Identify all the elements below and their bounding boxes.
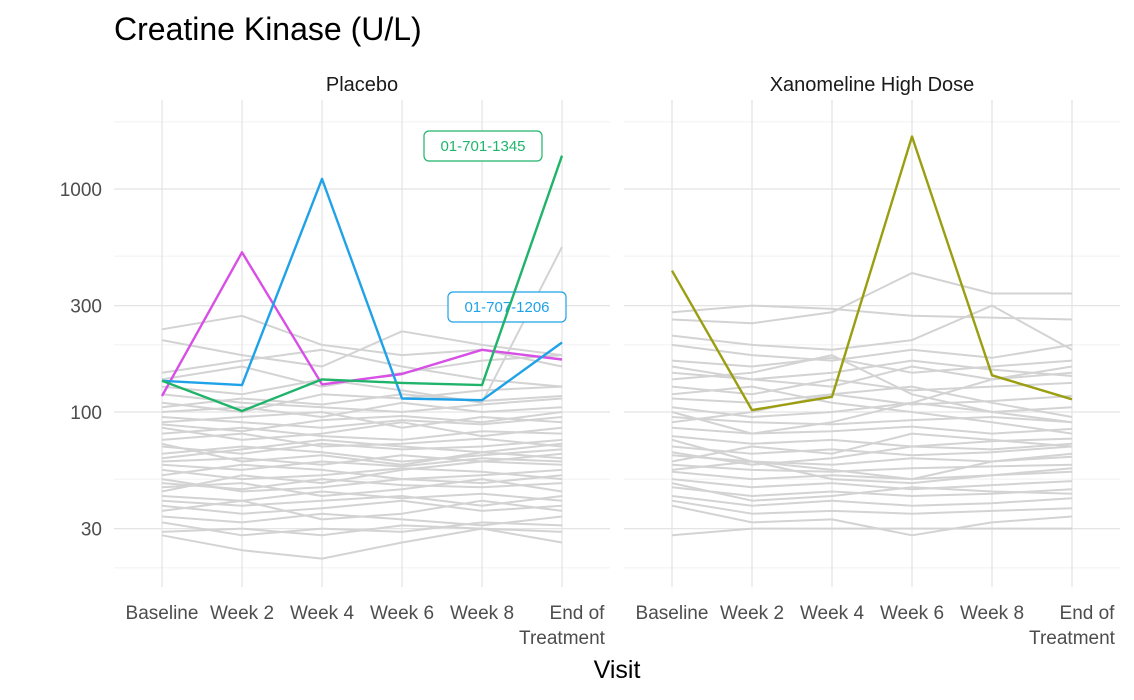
panel-1: Xanomeline High Dose Baseline Week 2 Week 4…	[624, 74, 1120, 649]
background-series-line	[671, 486, 1073, 497]
x-axis-label: Visit	[594, 656, 641, 684]
panel-title: Xanomeline High Dose	[770, 74, 975, 96]
background-series-line	[671, 378, 1073, 396]
background-series-line	[161, 499, 563, 521]
background-series-line	[161, 438, 563, 460]
background-series-line	[161, 474, 563, 493]
background-series-line	[161, 452, 563, 493]
background-series-line	[161, 521, 563, 537]
background-series-line	[161, 463, 563, 481]
background-series-line	[671, 359, 1073, 381]
series-label-box	[423, 130, 543, 162]
background-series-line	[161, 490, 563, 502]
background-series-line	[161, 401, 563, 418]
background-series-line	[671, 393, 1073, 406]
x-tick-label: Week 8	[450, 603, 514, 624]
x-tick-label: Week 2	[720, 603, 784, 624]
background-series-line	[671, 482, 1073, 502]
background-series-line	[161, 416, 563, 429]
background-series-line	[161, 445, 563, 463]
background-series-line	[671, 438, 1073, 481]
highlight-series-line	[160, 251, 563, 397]
background-series-line	[161, 478, 563, 491]
series-label: 01-701-1345	[423, 130, 543, 162]
x-tick-label: Week 8	[960, 603, 1024, 624]
series-label-text: 01-701-1345	[440, 138, 525, 155]
y-tick-label: 300	[70, 297, 102, 318]
y-tick-label: 1000	[60, 180, 102, 201]
background-series-line	[161, 495, 563, 507]
x-tick-label: End of Treatment	[1029, 603, 1116, 649]
background-series-line	[161, 457, 563, 471]
y-tick-label: 100	[70, 403, 102, 424]
background-series-line	[161, 330, 563, 368]
background-series-line	[671, 527, 1072, 537]
panel-title: Placebo	[326, 74, 398, 96]
y-tick-label: 30	[81, 520, 102, 541]
chart-title: Creatine Kinase (U/L)	[114, 11, 422, 47]
series-label: 01-707-1206	[447, 291, 567, 323]
background-series-line	[671, 304, 1073, 351]
background-series-line	[161, 426, 563, 441]
background-series-line	[161, 348, 563, 388]
background-series-line	[671, 499, 1073, 515]
background-series-line	[671, 365, 1073, 435]
x-tick-label: Week 6	[880, 603, 944, 624]
x-tick-label: Week 2	[210, 603, 274, 624]
background-series-line	[161, 246, 563, 404]
x-tick-label: Baseline	[126, 603, 199, 624]
series-label-box	[447, 291, 567, 323]
background-series-line	[671, 354, 1073, 424]
x-tick-label: End of Treatment	[519, 603, 606, 649]
background-series-line	[671, 432, 1073, 463]
background-series-line	[161, 438, 563, 455]
x-tick-label: Week 4	[290, 603, 355, 624]
background-series-line	[671, 304, 1073, 321]
series-label-text: 01-707-1206	[464, 299, 549, 316]
highlight-series-line	[161, 177, 563, 402]
background-series-line	[671, 478, 1073, 491]
background-series-line	[671, 356, 1073, 374]
background-series-line	[161, 499, 563, 515]
panels: Placebo 01-707-1206 01-701-1345 Baseline Wee…	[60, 74, 1120, 649]
background-series-line	[671, 504, 1073, 537]
highlight-series-line	[670, 135, 1073, 412]
background-series-line	[161, 411, 563, 429]
x-tick-label: Week 6	[370, 603, 434, 624]
background-series-line	[671, 425, 1073, 435]
panel-0: Placebo 01-707-1206 01-701-1345 Baseline Wee…	[60, 74, 610, 649]
x-tick-label: Baseline	[636, 603, 709, 624]
background-series-line	[671, 385, 1073, 424]
background-series-line	[671, 495, 1073, 507]
background-series-line	[161, 527, 563, 560]
background-series-line	[671, 416, 1073, 426]
background-series-line	[671, 463, 1073, 473]
background-series-line	[671, 272, 1072, 325]
background-series-line	[161, 432, 563, 448]
background-series-line	[161, 393, 563, 409]
background-series-line	[161, 411, 563, 433]
background-series-line	[671, 343, 1073, 362]
background-series-line	[671, 460, 1073, 485]
background-series-line	[161, 421, 563, 441]
highlight-series-line	[161, 155, 564, 413]
x-tick-label: Week 4	[800, 603, 865, 624]
background-series-line	[161, 442, 563, 466]
